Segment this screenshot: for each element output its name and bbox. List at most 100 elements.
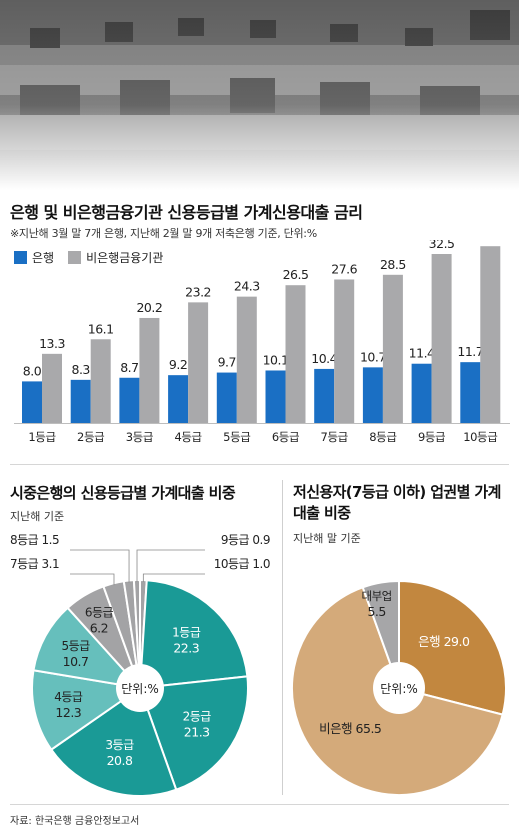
bar-nonbank-10 xyxy=(480,246,501,423)
pie1-value-4: 12.3 xyxy=(55,705,81,720)
x-tick-1: 1등급 xyxy=(28,430,55,444)
pie1-label-6: 6등급 xyxy=(85,605,114,619)
bar-nonbank-5 xyxy=(236,296,257,423)
header-photo xyxy=(0,0,519,190)
bar-nonbank-9 xyxy=(431,254,452,423)
bar-bank-10 xyxy=(460,362,481,423)
section-divider xyxy=(10,464,509,465)
label-nonbank-6: 26.5 xyxy=(283,267,309,282)
pie1-center xyxy=(116,664,164,712)
label-bank-5: 9.7 xyxy=(218,355,236,370)
label-nonbank-7: 27.6 xyxy=(331,261,357,276)
label-nonbank-9: 32.5 xyxy=(429,240,455,251)
x-tick-8: 8등급 xyxy=(369,430,396,444)
x-tick-4: 4등급 xyxy=(174,430,201,444)
pie1-slice-3 xyxy=(49,686,178,797)
legend-item-bank: 은행 xyxy=(14,249,54,266)
source-note: 자료: 한국은행 금융안정보고서 xyxy=(10,816,140,827)
pie1-note: 지난해 기준 xyxy=(10,510,65,523)
x-tick-9: 9등급 xyxy=(418,430,445,444)
bar-chart-note: ※지난해 3월 말 7개 은행, 지난해 2월 말 9개 저축은행 기준, 단위… xyxy=(10,227,317,240)
pie1-value-6: 6.2 xyxy=(90,620,108,635)
legend-label-nonbank: 비은행금융기관 xyxy=(86,251,164,265)
bar-bank-7 xyxy=(314,368,335,423)
footer-divider xyxy=(10,804,509,805)
bar-nonbank-2 xyxy=(90,339,111,423)
bar-bank-9 xyxy=(411,363,432,423)
bar-chart: 8.0 13.3 1등급 8.3 16.1 2등급 8.7 20.2 3등급 9.2 23.2 4등급… xyxy=(14,240,510,444)
bar-chart-legend: 은행 비은행금융기관 xyxy=(14,249,177,266)
bar-bank-5 xyxy=(216,372,237,423)
label-bank-9: 11.4 xyxy=(409,346,435,361)
pie1-center-label: 단위:% xyxy=(121,682,159,696)
x-tick-7: 7등급 xyxy=(321,430,348,444)
bar-bank-8 xyxy=(362,367,383,423)
label-bank-8: 10.7 xyxy=(360,349,386,364)
pie1-slice-1 xyxy=(138,579,249,690)
pie1-leader-8 xyxy=(70,549,130,583)
x-tick-6: 6등급 xyxy=(272,430,299,444)
pie1-value-5: 10.7 xyxy=(63,654,89,669)
pie1-value-1: 22.3 xyxy=(173,641,199,656)
pie1-value-3: 20.8 xyxy=(107,753,133,768)
label-bank-6: 10.1 xyxy=(263,352,289,367)
pie1-slice-5 xyxy=(32,606,143,690)
label-bank-2: 8.3 xyxy=(72,362,90,377)
pie1-outer-label-7: 7등급 3.1 xyxy=(10,557,59,571)
x-tick-10: 10등급 xyxy=(463,430,497,444)
pie1-value-2: 21.3 xyxy=(184,725,210,740)
bar-bank-6 xyxy=(265,370,286,423)
bar-bank-3 xyxy=(119,377,140,423)
legend-item-nonbank: 비은행금융기관 xyxy=(68,249,163,266)
pie1-label-4: 4등급 xyxy=(54,690,83,704)
column-divider xyxy=(282,480,283,795)
pie2-slice-1 xyxy=(398,579,507,716)
bar-bank-1 xyxy=(22,381,42,423)
legend-swatch-nonbank xyxy=(68,251,82,264)
label-nonbank-4: 23.2 xyxy=(185,284,211,299)
bar-nonbank-1 xyxy=(42,353,62,423)
pie1-outer-label-9: 9등급 0.9 xyxy=(221,533,270,547)
label-nonbank-3: 20.2 xyxy=(136,300,162,315)
label-nonbank-8: 28.5 xyxy=(380,257,406,272)
bar-nonbank-4 xyxy=(188,302,209,423)
bar-bank-2 xyxy=(70,379,91,423)
x-tick-5: 5등급 xyxy=(223,430,250,444)
pie1-label-1: 1등급 xyxy=(172,626,201,640)
legend-swatch-bank xyxy=(14,251,27,264)
bar-nonbank-3 xyxy=(139,317,160,423)
label-bank-4: 9.2 xyxy=(169,357,187,372)
label-bank-3: 8.7 xyxy=(120,360,138,375)
label-bank-1: 8.0 xyxy=(23,363,42,378)
bar-nonbank-7 xyxy=(334,279,355,423)
pie2-slice-3 xyxy=(361,579,400,689)
pie1-leader-10 xyxy=(142,573,205,583)
bar-nonbank-6 xyxy=(285,285,306,423)
x-tick-3: 3등급 xyxy=(126,430,153,444)
label-bank-10: 11.7 xyxy=(457,344,483,359)
x-tick-2: 2등급 xyxy=(77,430,104,444)
pie1-label-3: 3등급 xyxy=(105,738,134,752)
pie2-center-label: 단위:% xyxy=(380,682,418,696)
pie2-note: 지난해 말 기준 xyxy=(293,532,361,545)
pie2-value-3: 5.5 xyxy=(367,604,385,619)
pie1-outer-label-10: 10등급 1.0 xyxy=(214,557,270,571)
label-nonbank-5: 24.3 xyxy=(234,279,260,294)
bar-bank-4 xyxy=(168,375,189,423)
bar-chart-title: 은행 및 비은행금융기관 신용등급별 가계신용대출 금리 xyxy=(10,203,363,222)
pie1-leader-7 xyxy=(70,573,115,586)
pie1-label-5: 5등급 xyxy=(61,639,90,653)
pie1-outer-label-8: 8등급 1.5 xyxy=(10,533,59,547)
bar-nonbank-8 xyxy=(382,274,403,423)
pie1-label-2: 2등급 xyxy=(183,710,212,724)
label-nonbank-1: 13.3 xyxy=(39,336,65,351)
pie2-center xyxy=(373,662,425,714)
pie1-leader-9 xyxy=(136,549,205,583)
label-nonbank-10: 34.0 xyxy=(477,240,503,243)
pie2-title: 저신용자(7등급 이하) 업권별 가계대출 비중 xyxy=(293,483,501,522)
pie2-label-1: 은행 29.0 xyxy=(418,634,470,649)
pie2-label-2: 비은행 65.5 xyxy=(319,721,381,736)
legend-label-bank: 은행 xyxy=(32,251,55,265)
